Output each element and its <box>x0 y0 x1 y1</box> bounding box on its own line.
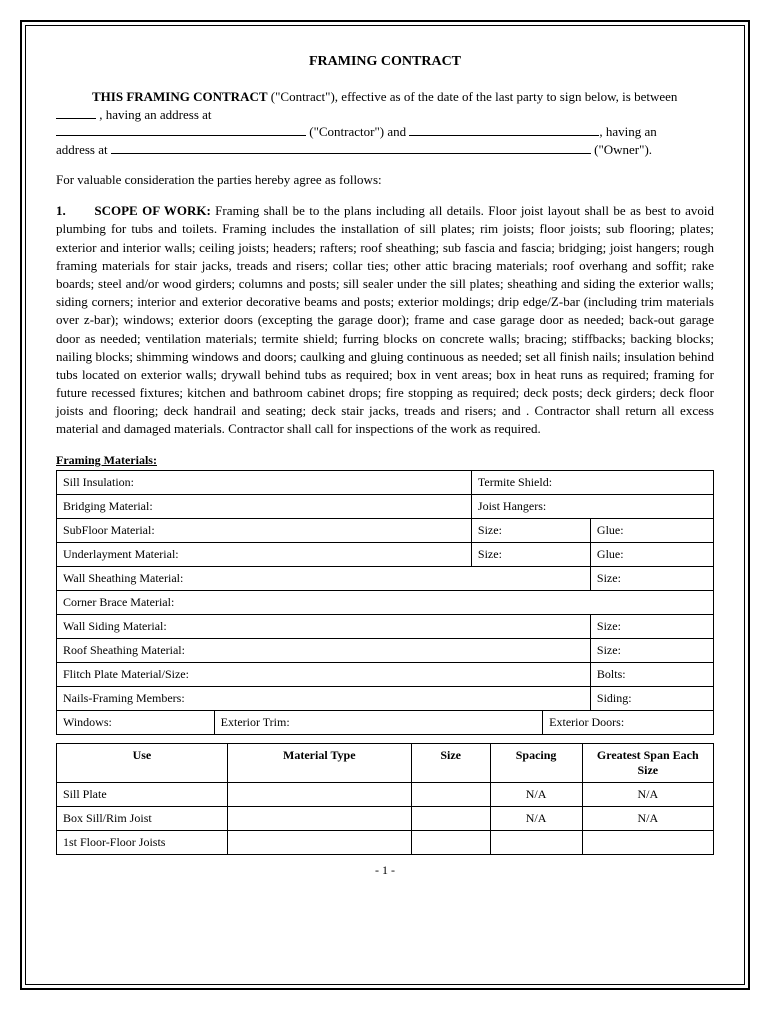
blank-party1[interactable] <box>56 118 96 119</box>
scope-body: Framing shall be to the plans including … <box>56 203 714 436</box>
spec-h-size: Size <box>411 743 490 782</box>
cell-roof-sheathing[interactable]: Roof Sheathing Material: <box>57 638 591 662</box>
cell-roof-sheathing-size[interactable]: Size: <box>590 638 713 662</box>
table-row: Nails-Framing Members: Siding: <box>57 686 714 710</box>
intro-p3a: address at <box>56 142 111 157</box>
cell-underlayment-size[interactable]: Size: <box>471 542 590 566</box>
table-row: Sill Plate N/A N/A <box>57 782 714 806</box>
consideration-text: For valuable consideration the parties h… <box>56 172 714 188</box>
table-row: Roof Sheathing Material: Size: <box>57 638 714 662</box>
intro-p3b: ("Owner"). <box>591 142 652 157</box>
spec-mat[interactable] <box>227 830 411 854</box>
spec-span[interactable] <box>582 830 713 854</box>
table-row: Sill Insulation: Termite Shield: <box>57 470 714 494</box>
cell-corner-brace[interactable]: Corner Brace Material: <box>57 590 714 614</box>
cell-siding[interactable]: Siding: <box>590 686 713 710</box>
cell-subfloor-glue[interactable]: Glue: <box>590 518 713 542</box>
spec-size[interactable] <box>411 830 490 854</box>
cell-wall-sheathing[interactable]: Wall Sheathing Material: <box>57 566 591 590</box>
cell-wall-siding-size[interactable]: Size: <box>590 614 713 638</box>
materials-table: Sill Insulation: Termite Shield: Bridgin… <box>56 470 714 735</box>
cell-termite-shield[interactable]: Termite Shield: <box>471 470 713 494</box>
spec-mat[interactable] <box>227 806 411 830</box>
materials-heading: Framing Materials: <box>56 453 714 468</box>
document-title: FRAMING CONTRACT <box>56 54 714 70</box>
cell-wall-sheathing-size[interactable]: Size: <box>590 566 713 590</box>
page-number: - 1 - <box>56 863 714 878</box>
intro-p1b: , having an address at <box>96 107 212 122</box>
cell-windows[interactable]: Windows: <box>57 710 215 734</box>
spec-spacing[interactable] <box>490 830 582 854</box>
table-row: Windows: Exterior Trim: Exterior Doors: <box>57 710 714 734</box>
blank-address2[interactable] <box>111 153 591 154</box>
scope-section: 1. SCOPE OF WORK: Framing shall be to th… <box>56 202 714 438</box>
table-row: Box Sill/Rim Joist N/A N/A <box>57 806 714 830</box>
table-row: Corner Brace Material: <box>57 590 714 614</box>
table-row: 1st Floor-Floor Joists <box>57 830 714 854</box>
spec-header-row: Use Material Type Size Spacing Greatest … <box>57 743 714 782</box>
spec-span: N/A <box>582 782 713 806</box>
cell-nails-framing[interactable]: Nails-Framing Members: <box>57 686 591 710</box>
blank-party2[interactable] <box>409 135 599 136</box>
table-row: Underlayment Material: Size: Glue: <box>57 542 714 566</box>
spec-spacing: N/A <box>490 806 582 830</box>
spec-use: 1st Floor-Floor Joists <box>57 830 228 854</box>
cell-joist-hangers[interactable]: Joist Hangers: <box>471 494 713 518</box>
spec-size[interactable] <box>411 782 490 806</box>
spec-mat[interactable] <box>227 782 411 806</box>
spec-h-material: Material Type <box>227 743 411 782</box>
spec-h-span: Greatest Span Each Size <box>582 743 713 782</box>
intro-paragraph: THIS FRAMING CONTRACT ("Contract"), effe… <box>56 88 714 158</box>
spec-spacing: N/A <box>490 782 582 806</box>
cell-wall-siding[interactable]: Wall Siding Material: <box>57 614 591 638</box>
intro-p2b: , having an <box>599 124 656 139</box>
spec-size[interactable] <box>411 806 490 830</box>
table-row: Wall Siding Material: Size: <box>57 614 714 638</box>
section-number: 1. <box>56 202 90 220</box>
table-row: Wall Sheathing Material: Size: <box>57 566 714 590</box>
blank-address1[interactable] <box>56 135 306 136</box>
page-outer-border: FRAMING CONTRACT THIS FRAMING CONTRACT (… <box>20 20 750 990</box>
table-row: Flitch Plate Material/Size: Bolts: <box>57 662 714 686</box>
cell-flitch-bolts[interactable]: Bolts: <box>590 662 713 686</box>
spec-span: N/A <box>582 806 713 830</box>
cell-exterior-doors[interactable]: Exterior Doors: <box>543 710 714 734</box>
cell-bridging[interactable]: Bridging Material: <box>57 494 472 518</box>
table-row: Bridging Material: Joist Hangers: <box>57 494 714 518</box>
cell-flitch-plate[interactable]: Flitch Plate Material/Size: <box>57 662 591 686</box>
cell-underlayment[interactable]: Underlayment Material: <box>57 542 472 566</box>
spec-h-use: Use <box>57 743 228 782</box>
intro-p1a: ("Contract"), effective as of the date o… <box>268 89 678 104</box>
spec-h-spacing: Spacing <box>490 743 582 782</box>
cell-sill-insulation[interactable]: Sill Insulation: <box>57 470 472 494</box>
page-inner-border: FRAMING CONTRACT THIS FRAMING CONTRACT (… <box>25 25 745 985</box>
intro-p2a: ("Contractor") and <box>306 124 409 139</box>
cell-underlayment-glue[interactable]: Glue: <box>590 542 713 566</box>
table-row: SubFloor Material: Size: Glue: <box>57 518 714 542</box>
spec-table: Use Material Type Size Spacing Greatest … <box>56 743 714 855</box>
cell-exterior-trim[interactable]: Exterior Trim: <box>214 710 543 734</box>
intro-lead: THIS FRAMING CONTRACT <box>92 89 268 104</box>
spec-use: Box Sill/Rim Joist <box>57 806 228 830</box>
spec-use: Sill Plate <box>57 782 228 806</box>
section-heading: SCOPE OF WORK: <box>94 203 210 218</box>
cell-subfloor[interactable]: SubFloor Material: <box>57 518 472 542</box>
cell-subfloor-size[interactable]: Size: <box>471 518 590 542</box>
